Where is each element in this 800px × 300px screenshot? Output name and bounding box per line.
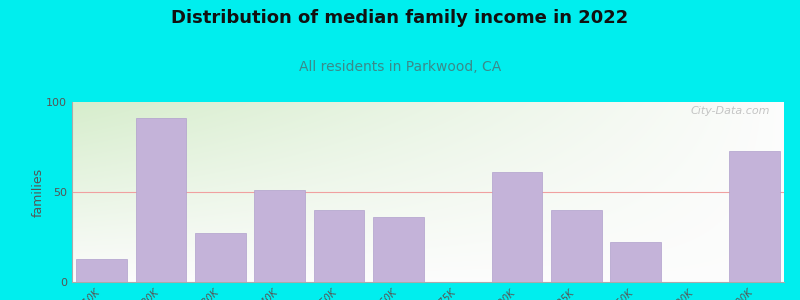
Bar — [254, 190, 305, 282]
Text: All residents in Parkwood, CA: All residents in Parkwood, CA — [299, 60, 501, 74]
Text: City-Data.com: City-Data.com — [690, 106, 770, 116]
Text: Distribution of median family income in 2022: Distribution of median family income in … — [171, 9, 629, 27]
Bar — [314, 210, 364, 282]
Bar — [551, 210, 602, 282]
Bar — [492, 172, 542, 282]
Bar — [195, 233, 246, 282]
Y-axis label: families: families — [32, 167, 45, 217]
Bar — [729, 151, 779, 282]
Bar — [610, 242, 661, 282]
Bar — [77, 259, 127, 282]
Bar — [373, 217, 423, 282]
Bar — [136, 118, 186, 282]
